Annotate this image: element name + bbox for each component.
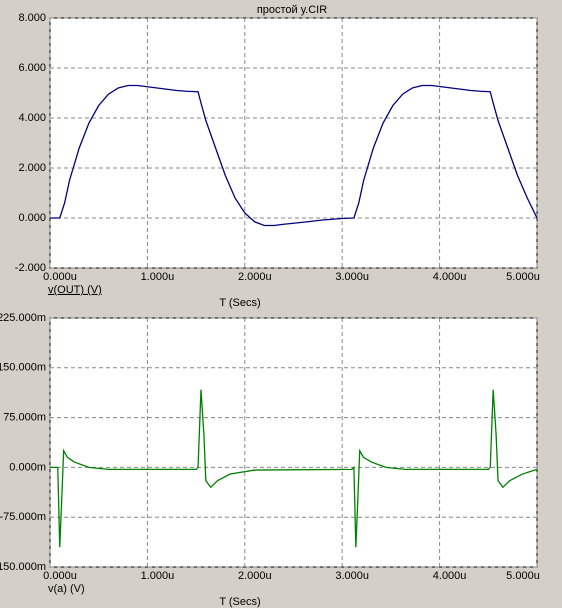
- x-axis-label: T (Secs): [219, 596, 260, 608]
- y-tick-label: 8.000: [18, 12, 46, 24]
- y-tick-label: 6.000: [18, 62, 46, 74]
- plot-area: [49, 317, 538, 568]
- series-line: [50, 84, 538, 227]
- x-tick-label: 5.000u: [506, 570, 540, 582]
- x-tick-label: 3.000u: [335, 570, 369, 582]
- legend-entry: v(a) (V): [48, 583, 85, 595]
- x-tick-label: 1.000u: [141, 271, 175, 283]
- series-line: [50, 389, 538, 548]
- plot-area: [49, 17, 538, 269]
- y-tick-label: 225.000m: [0, 312, 46, 324]
- x-tick-label: 0.000u: [43, 271, 77, 283]
- x-tick-label: 0.000u: [43, 570, 77, 582]
- x-tick-label: 1.000u: [141, 570, 175, 582]
- legend-entry: v(OUT) (V): [48, 284, 102, 296]
- x-tick-label: 4.000u: [433, 570, 467, 582]
- y-tick-label: -75.000m: [0, 511, 46, 523]
- y-tick-label: 0.000m: [9, 461, 46, 473]
- y-tick-label: -2.000: [15, 262, 46, 274]
- y-tick-label: -150.000m: [0, 561, 46, 573]
- x-tick-label: 5.000u: [506, 271, 540, 283]
- x-tick-label: 2.000u: [238, 570, 272, 582]
- y-tick-label: 2.000: [18, 162, 46, 174]
- y-tick-label: 0.000: [18, 212, 46, 224]
- x-tick-label: 4.000u: [433, 271, 467, 283]
- y-tick-label: 4.000: [18, 112, 46, 124]
- y-tick-label: 150.000m: [0, 362, 46, 374]
- x-tick-label: 2.000u: [238, 271, 272, 283]
- chart-title: простой у.CIR: [257, 4, 327, 16]
- x-tick-label: 3.000u: [335, 271, 369, 283]
- x-axis-label: T (Secs): [219, 297, 260, 309]
- y-tick-label: 75.000m: [3, 412, 46, 424]
